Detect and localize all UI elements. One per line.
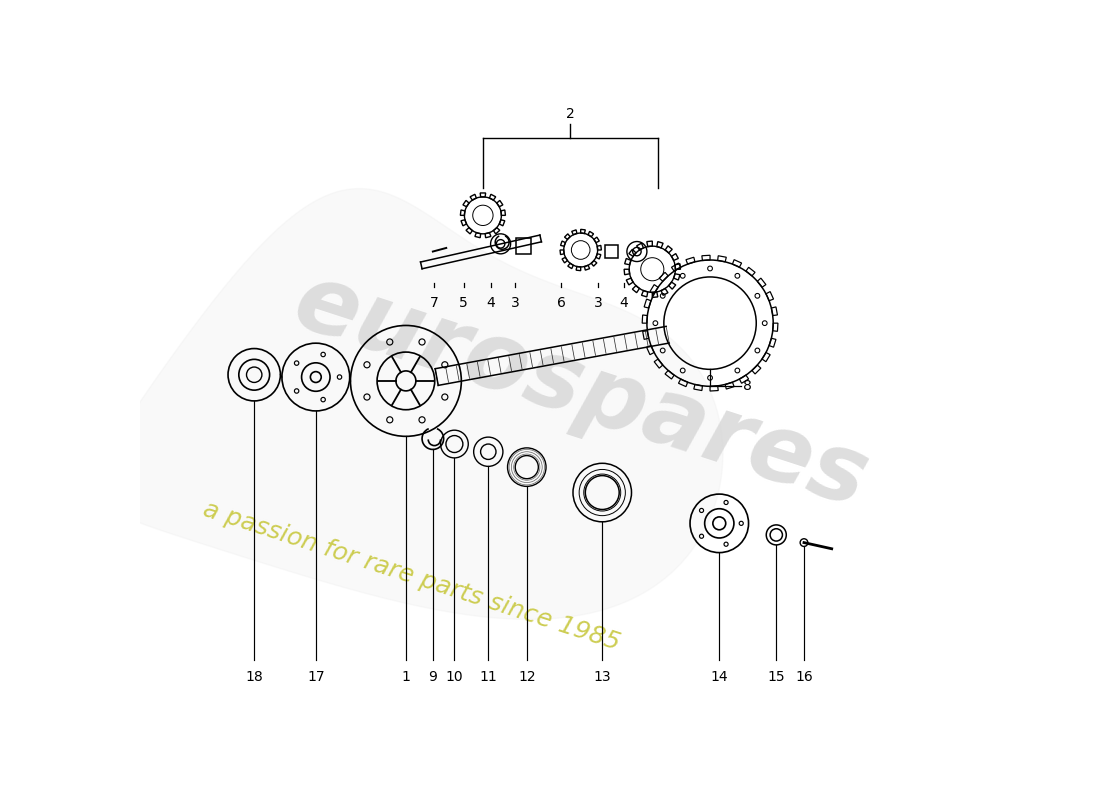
Text: 1: 1 <box>402 670 410 684</box>
Text: 15: 15 <box>768 670 785 684</box>
Bar <box>605 245 618 258</box>
Text: 4: 4 <box>486 296 495 310</box>
Text: 3: 3 <box>594 296 603 310</box>
Polygon shape <box>97 189 723 619</box>
Text: 16: 16 <box>795 670 813 684</box>
Text: 14: 14 <box>711 670 728 684</box>
Text: 5: 5 <box>460 296 467 310</box>
Text: 12: 12 <box>518 670 536 684</box>
Text: 9: 9 <box>428 670 438 684</box>
Text: 18: 18 <box>245 670 263 684</box>
Text: a passion for rare parts since 1985: a passion for rare parts since 1985 <box>200 498 623 655</box>
Text: 3: 3 <box>510 296 519 310</box>
Text: 4: 4 <box>619 296 628 310</box>
Text: 11: 11 <box>480 670 497 684</box>
Text: 7: 7 <box>430 296 439 310</box>
Text: 17: 17 <box>307 670 324 684</box>
Text: 6: 6 <box>557 296 565 310</box>
Text: 10: 10 <box>446 670 463 684</box>
Text: 13: 13 <box>593 670 612 684</box>
Text: 2: 2 <box>565 107 574 122</box>
Text: eurospares: eurospares <box>283 256 879 528</box>
Bar <box>516 238 531 254</box>
Text: 8: 8 <box>744 379 752 394</box>
